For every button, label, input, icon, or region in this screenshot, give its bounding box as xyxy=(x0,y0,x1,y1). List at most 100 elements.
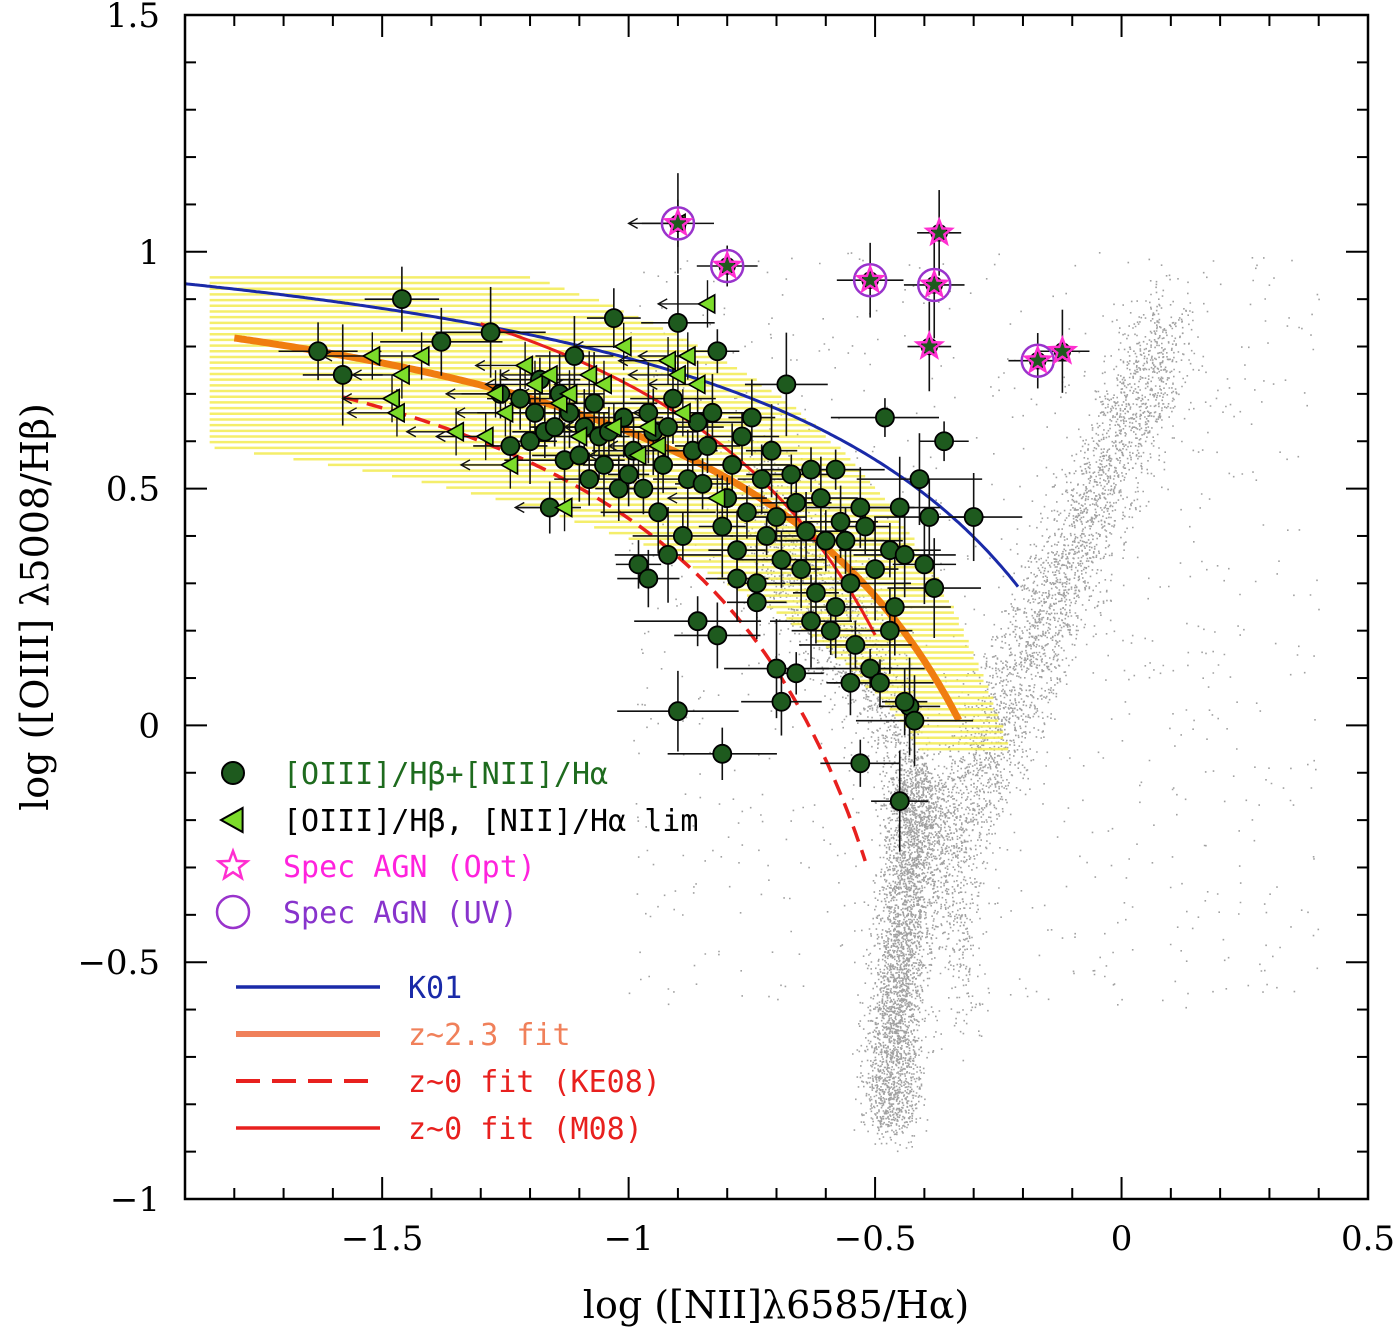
limit-arrowhead xyxy=(459,459,471,471)
detection-point xyxy=(672,526,693,546)
limit-arrowhead xyxy=(484,378,496,391)
y-tick-label: −1 xyxy=(110,1180,160,1220)
detection-point xyxy=(737,502,757,523)
detection-point xyxy=(855,516,876,537)
legend-label: z~0 fit (KE08) xyxy=(408,1065,661,1100)
legend-entry: [OIII]/Hβ, [NII]/Hα lim xyxy=(218,804,698,839)
limit-arrowhead xyxy=(607,440,619,452)
detection-point xyxy=(796,521,816,542)
y-tick-label: −0.5 xyxy=(77,943,160,983)
legend-open-circle-marker xyxy=(215,894,251,930)
limit-point xyxy=(706,487,726,509)
limit-point xyxy=(637,416,657,438)
limit-arrowhead xyxy=(617,355,629,367)
limit-arrowhead xyxy=(341,393,353,405)
legend-triangle-marker xyxy=(218,806,244,834)
limit-point xyxy=(677,345,696,367)
x-tick-label: 0 xyxy=(1111,1219,1133,1259)
legend-entry: [OIII]/Hβ+[NII]/Hα xyxy=(221,757,608,792)
detection-point xyxy=(569,445,590,466)
detection-point xyxy=(870,672,890,693)
sdss-background-points xyxy=(628,252,1320,1153)
limit-arrowhead xyxy=(405,426,417,438)
detection-point xyxy=(801,459,821,480)
limit-arrowhead xyxy=(444,388,456,400)
detection-point xyxy=(786,663,807,684)
legend-entry: z~0 fit (KE08) xyxy=(236,1065,661,1100)
limit-point xyxy=(386,402,405,424)
detection-point xyxy=(697,436,718,456)
limit-point xyxy=(514,355,534,376)
detection-point xyxy=(712,516,733,537)
detection-point xyxy=(746,573,767,594)
limit-arrowhead xyxy=(646,378,658,391)
legend-entry: Spec AGN (Opt) xyxy=(215,847,536,885)
limit-arrowhead xyxy=(627,217,638,229)
detection-point xyxy=(875,407,895,428)
detection-point xyxy=(687,412,708,433)
limit-point xyxy=(445,421,465,443)
limit-point xyxy=(499,454,519,476)
limit-arrowhead xyxy=(513,501,525,514)
legend-entry: K01 xyxy=(236,971,462,1006)
detection-point xyxy=(431,331,452,352)
detection-point xyxy=(771,691,792,712)
limit-arrowhead xyxy=(637,350,648,362)
detection-point xyxy=(766,507,787,527)
detection-point xyxy=(820,620,841,641)
agn-opt-marker xyxy=(918,268,951,299)
detection-point xyxy=(658,545,678,565)
detection-point xyxy=(919,507,940,527)
y-tick-label: 1 xyxy=(138,233,160,273)
limit-point xyxy=(494,402,514,424)
detection-point xyxy=(584,393,605,414)
detection-point xyxy=(879,620,900,641)
legend-entry: z~0 fit (M08) xyxy=(236,1112,643,1147)
limit-point xyxy=(524,374,543,395)
detection-point xyxy=(865,559,885,580)
detection-point xyxy=(825,597,846,617)
detection-point xyxy=(889,497,910,518)
detection-point xyxy=(500,436,521,456)
limit-point xyxy=(657,350,677,372)
legend-entry: Spec AGN (UV) xyxy=(215,894,518,931)
limit-point xyxy=(410,345,430,367)
detection-point xyxy=(840,573,861,594)
detection-point xyxy=(663,388,683,409)
limit-point xyxy=(568,426,588,447)
sdss-point-cloud xyxy=(628,252,1320,1153)
detection-point xyxy=(603,308,624,329)
detection-point xyxy=(510,388,531,409)
limit-point xyxy=(475,426,494,447)
detection-point xyxy=(668,312,688,333)
detection-point xyxy=(761,440,782,461)
limit-point xyxy=(548,392,568,414)
limit-arrowhead xyxy=(474,359,486,372)
agn-opt-marker xyxy=(1046,334,1079,365)
detection-point xyxy=(712,743,733,764)
data-points xyxy=(308,206,1079,812)
limit-point xyxy=(696,293,716,315)
limit-point xyxy=(553,497,573,518)
detection-point xyxy=(746,592,767,613)
detection-point xyxy=(308,341,328,362)
detection-point xyxy=(707,625,728,646)
legend-label: Spec AGN (Opt) xyxy=(283,850,536,885)
detection-point xyxy=(914,554,935,575)
x-tick-label: −0.5 xyxy=(834,1219,917,1259)
detection-point xyxy=(608,478,629,499)
detection-point xyxy=(722,455,743,475)
legend-label: z~2.3 fit xyxy=(408,1018,571,1053)
detection-point xyxy=(741,407,762,428)
legend-star-marker xyxy=(215,847,251,881)
limit-point xyxy=(578,364,598,386)
x-tick-label: −1 xyxy=(604,1219,654,1259)
limit-point xyxy=(667,364,686,386)
detection-point xyxy=(544,417,565,437)
detection-point xyxy=(781,464,802,485)
detection-point xyxy=(707,341,728,362)
detection-point xyxy=(904,710,925,731)
detection-point xyxy=(732,426,752,447)
limit-point xyxy=(558,383,578,405)
